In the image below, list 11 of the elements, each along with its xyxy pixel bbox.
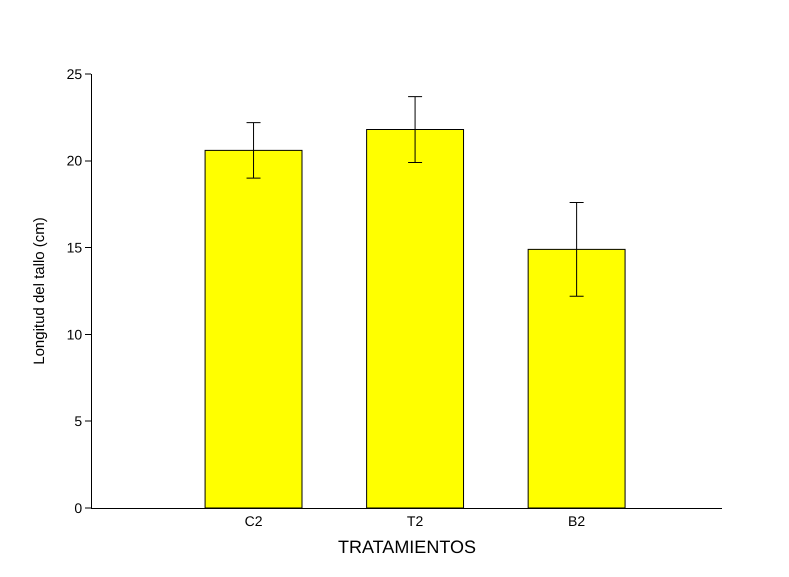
x-tick-label: B2 bbox=[568, 512, 586, 529]
y-tick-label: 25 bbox=[66, 66, 82, 82]
x-tick-label: T2 bbox=[406, 512, 424, 529]
y-axis-title: Longitud del tallo (cm) bbox=[30, 217, 48, 365]
y-tick-label: 20 bbox=[66, 152, 82, 169]
y-tick-label: 10 bbox=[66, 326, 82, 342]
y-tick-label: 0 bbox=[74, 500, 82, 516]
x-axis-title: TRATAMIENTOS bbox=[338, 536, 476, 557]
x-tick-label: C2 bbox=[244, 512, 263, 529]
y-tick-label: 15 bbox=[66, 240, 82, 256]
y-tick-label: 5 bbox=[74, 413, 82, 430]
